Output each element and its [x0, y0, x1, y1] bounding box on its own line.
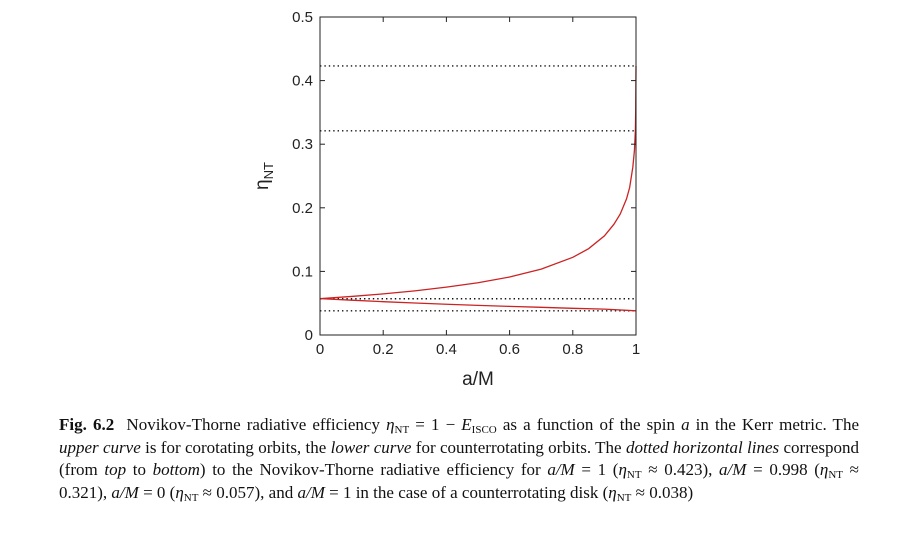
- series-layer: [319, 65, 637, 312]
- corotating-curve: [319, 65, 637, 300]
- x-axis-label: a/M: [462, 369, 494, 390]
- counterrotating-curve: [319, 297, 637, 312]
- y-axis-label-main: η: [252, 179, 273, 190]
- x-tick-label: 0.6: [499, 341, 520, 358]
- plot-frame: [319, 16, 637, 336]
- reference-lines: [320, 65, 636, 312]
- y-axis-label: ηNT: [252, 162, 276, 190]
- y-tick-label: 0.5: [292, 9, 313, 26]
- x-tick-label: 0: [316, 341, 324, 358]
- y-tick-label: 0.3: [292, 136, 313, 153]
- y-tick-label: 0.4: [292, 73, 313, 90]
- x-tick-label: 0.2: [373, 341, 394, 358]
- efficiency-chart: 0 0.2 0.4 0.6 0.8 1 0 0.1 0.2 0.3 0.4 0.5 a/M ηNT: [252, 9, 640, 390]
- y-tick-label: 0.1: [292, 263, 313, 280]
- x-tick-label: 1: [632, 341, 640, 358]
- figure-caption: Fig. 6.2 Novikov-Thorne radiative effici…: [59, 415, 860, 504]
- svg-text:ηNT: ηNT: [252, 162, 276, 190]
- y-tick-label: 0: [305, 327, 313, 344]
- axis-ticks: 0 0.2 0.4 0.6 0.8 1 0 0.1 0.2 0.3 0.4 0.5: [292, 9, 640, 358]
- x-tick-label: 0.4: [436, 341, 457, 358]
- figure-label: Fig. 6.2: [59, 415, 115, 434]
- x-tick-label: 0.8: [562, 341, 583, 358]
- y-axis-label-sub: NT: [261, 162, 276, 179]
- y-tick-label: 0.2: [292, 200, 313, 217]
